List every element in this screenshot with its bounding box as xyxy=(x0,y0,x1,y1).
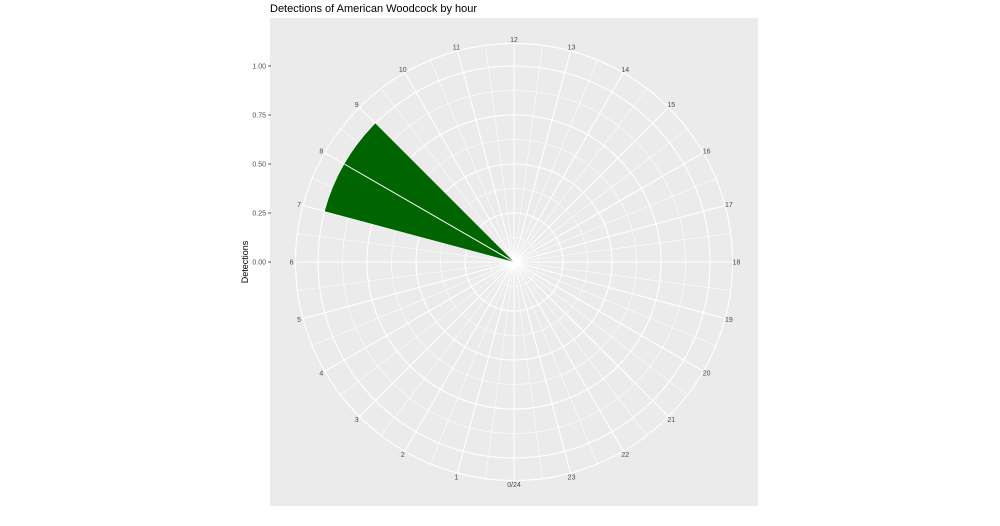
angular-gridline xyxy=(513,178,717,263)
bar-separator xyxy=(344,163,515,263)
hour-label: 8 xyxy=(319,148,323,155)
angular-gridline xyxy=(430,261,515,465)
hour-label: 11 xyxy=(453,45,460,52)
angular-gridline xyxy=(430,59,515,263)
angular-gridline xyxy=(513,261,543,479)
angular-gridline xyxy=(513,261,688,396)
grid-lines xyxy=(294,42,734,482)
hour-label: 12 xyxy=(510,37,518,44)
hour-label: 19 xyxy=(725,317,733,324)
hour-label: 21 xyxy=(667,417,675,424)
y-tick-label: 0.50 xyxy=(252,162,266,169)
angular-gridline xyxy=(513,261,717,346)
hour-label: 14 xyxy=(621,67,629,74)
angular-gridline xyxy=(380,88,515,263)
angular-gridline xyxy=(513,45,543,263)
hour-label: 10 xyxy=(399,67,407,74)
hour-label: 6 xyxy=(290,260,294,267)
hour-label: 5 xyxy=(297,317,301,324)
bars xyxy=(324,123,515,263)
angular-gridline xyxy=(456,50,515,263)
angular-gridline xyxy=(513,88,648,263)
angular-gridline xyxy=(485,45,515,263)
bar-hour-7 xyxy=(324,164,514,262)
angular-gridline xyxy=(485,261,515,479)
hour-label: 1 xyxy=(454,474,458,481)
hour-label: 9 xyxy=(355,102,359,109)
angular-gridline xyxy=(513,128,688,263)
angular-gridline xyxy=(456,261,515,474)
y-tick-label: 0.25 xyxy=(252,211,266,218)
y-tick-label: 0.00 xyxy=(252,260,266,267)
hour-label: 16 xyxy=(703,148,711,155)
y-tick-label: 1.00 xyxy=(252,64,266,71)
hour-label: 4 xyxy=(319,371,323,378)
angular-gridline xyxy=(513,261,726,320)
angular-gridline xyxy=(513,107,669,263)
hour-label: 20 xyxy=(703,371,711,378)
angular-gridline xyxy=(513,261,731,291)
angular-gridline xyxy=(380,261,515,436)
hour-label: 18 xyxy=(733,260,741,267)
y-axis-title: Detections xyxy=(240,240,250,283)
hour-label: 15 xyxy=(667,102,675,109)
hour-label: 2 xyxy=(401,452,405,459)
hour-label: 7 xyxy=(297,202,301,209)
hour-label: 13 xyxy=(568,45,576,52)
hour-label: 22 xyxy=(621,452,629,459)
angular-gridline xyxy=(513,50,572,263)
angular-gridline xyxy=(513,261,648,436)
angular-gridline xyxy=(513,261,704,372)
angular-gridline xyxy=(340,261,515,396)
angular-gridline xyxy=(513,261,572,474)
angular-gridline xyxy=(513,261,598,465)
angular-gridline xyxy=(297,233,515,263)
bar-hour-8 xyxy=(344,123,514,262)
angular-gridline xyxy=(324,261,515,372)
angular-gridline xyxy=(404,261,515,452)
angular-gridline xyxy=(513,204,726,263)
angular-gridline xyxy=(404,72,515,263)
hour-label: 0/24 xyxy=(507,482,521,489)
angular-gridline xyxy=(513,233,731,263)
hour-labels: 0/24123456789101112131415161718192021222… xyxy=(290,37,741,489)
angular-gridline xyxy=(513,59,598,263)
hour-label: 23 xyxy=(568,474,576,481)
angular-gridline xyxy=(311,261,515,346)
angular-gridline xyxy=(513,261,624,452)
angular-gridline xyxy=(513,152,704,263)
hour-label: 3 xyxy=(355,417,359,424)
angular-gridline xyxy=(359,261,515,417)
angular-gridline xyxy=(513,261,669,417)
y-tick-label: 0.75 xyxy=(252,113,266,120)
angular-gridline xyxy=(297,261,515,291)
y-axis: 0.00 0.25 0.50 0.75 1.00 xyxy=(252,64,271,267)
hour-label: 17 xyxy=(725,202,733,209)
angular-gridline xyxy=(302,261,515,320)
chart-title: Detections of American Woodcock by hour xyxy=(270,3,477,15)
angular-gridline xyxy=(513,72,624,263)
